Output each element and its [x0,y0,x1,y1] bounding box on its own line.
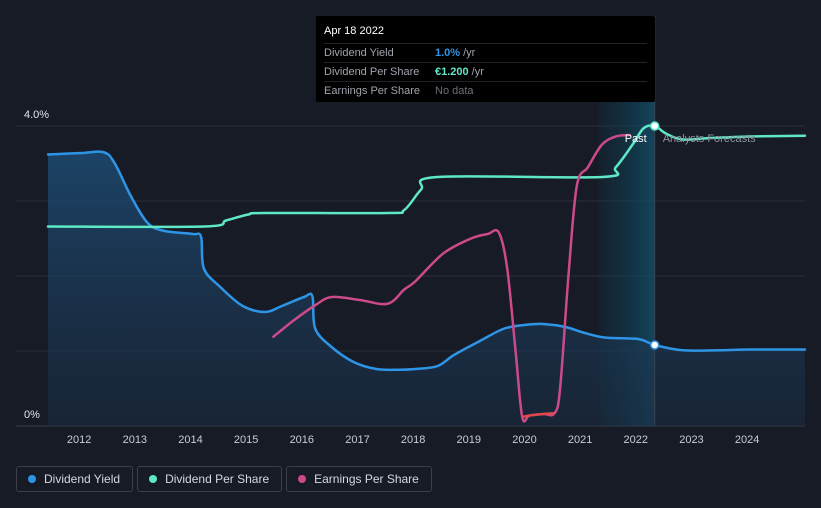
legend-dot-icon [28,475,36,483]
x-tick-label: 2016 [290,434,314,446]
x-tick-label: 2019 [457,434,481,446]
legend-label: Earnings Per Share [314,472,419,486]
x-tick-label: 2012 [67,434,91,446]
x-tick-label: 2015 [234,434,258,446]
dividend-yield-marker [649,340,660,350]
x-tick-label: 2020 [512,434,536,446]
x-tick-label: 2013 [123,434,147,446]
tooltip-date: Apr 18 2022 [324,25,384,37]
y-label-top: 4.0% [24,109,49,121]
tooltip-row-earnings-per-share: Earnings Per Share No data [324,81,647,100]
legend-label: Dividend Per Share [165,472,270,486]
dividend-per-share-line [46,124,807,229]
tooltip-row-dividend-per-share: Dividend Per Share €1.200 /yr [324,62,647,81]
dividend-per-share-marker [649,121,660,131]
legend: Dividend Yield Dividend Per Share Earnin… [16,466,432,492]
past-label: Past [625,133,647,145]
legend-dot-icon [149,475,158,483]
legend-dot-icon [298,475,307,483]
y-label-bottom: 0% [24,409,40,421]
x-tick-label: 2022 [624,434,648,446]
tooltip-value: 1.0% [435,47,461,59]
x-tick-label: 2017 [345,434,369,446]
x-tick-label: 2023 [679,434,703,446]
analysts-forecasts-label: Analysts Forecasts [663,133,756,145]
legend-item-dividend-per-share[interactable]: Dividend Per Share [137,466,283,492]
earnings-low-segment [521,412,555,419]
tooltip-nodata: No data [435,85,474,97]
tooltip-label: Dividend Yield [324,47,394,59]
tooltip-label: Earnings Per Share [324,85,420,97]
tooltip-row-dividend-yield: Dividend Yield 1.0% /yr [324,43,647,62]
tooltip-label: Dividend Per Share [324,66,420,78]
legend-label: Dividend Yield [44,472,121,486]
x-tick-label: 2014 [178,434,202,446]
legend-item-dividend-yield[interactable]: Dividend Yield [16,466,134,492]
x-tick-label: 2018 [401,434,425,446]
earnings-per-share-line [272,133,631,423]
legend-item-earnings-per-share[interactable]: Earnings Per Share [286,466,432,492]
tooltip-unit: /yr [463,47,476,59]
x-tick-label: 2024 [735,434,759,446]
tooltip-unit: /yr [471,66,484,78]
dividend-yield-area [48,152,805,426]
dividend-yield-line [46,150,807,372]
tooltip-value: €1.200 [435,66,469,78]
x-tick-label: 2021 [568,434,592,446]
tooltip: Apr 18 2022 Dividend Yield 1.0% /yr Divi… [316,16,655,102]
